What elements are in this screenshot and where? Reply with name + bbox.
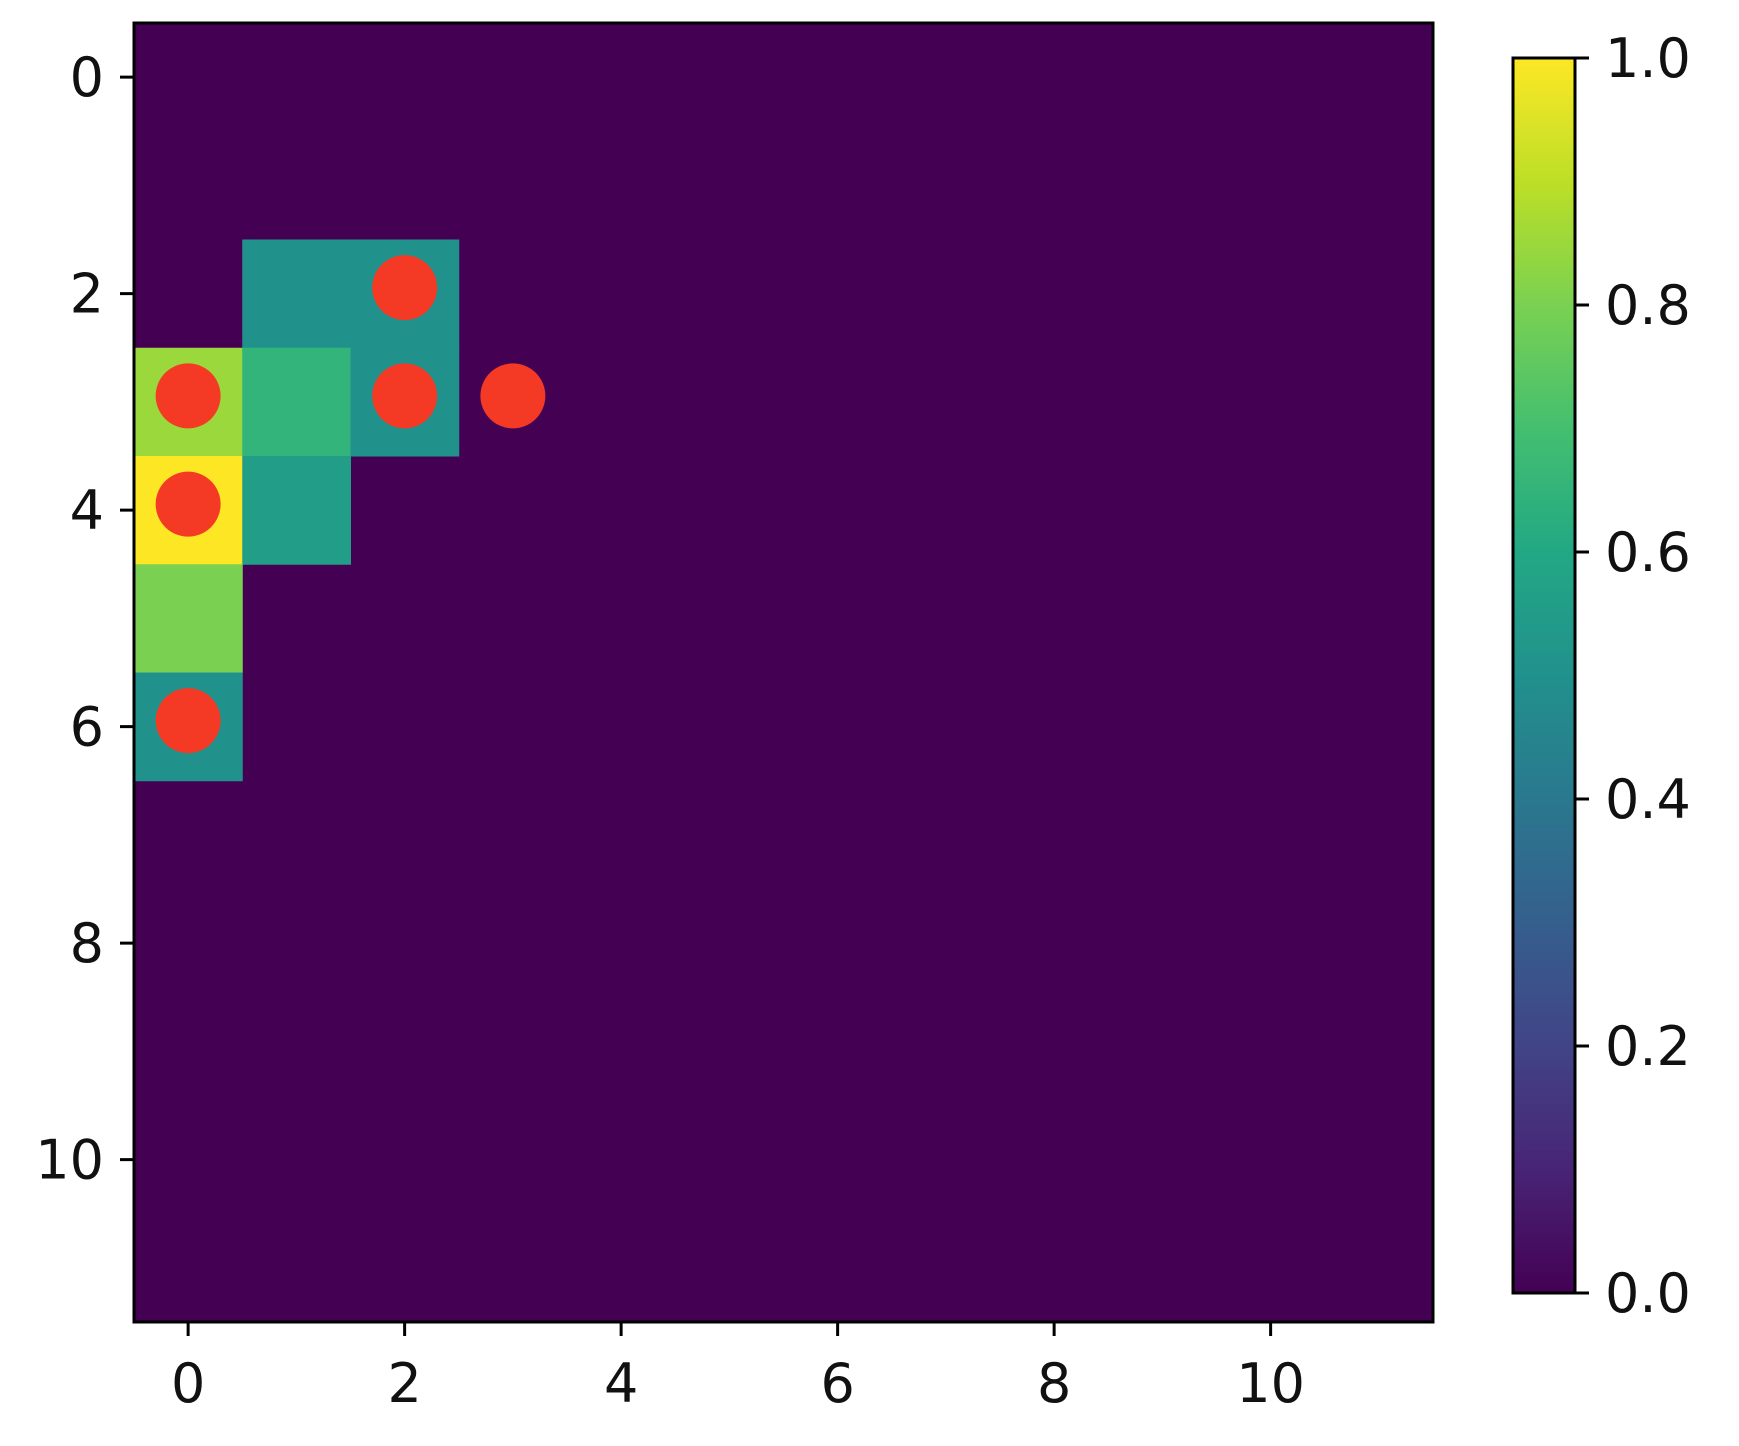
- colorbar-tick-label: 0.2: [1605, 1015, 1691, 1078]
- y-tick-label: 0: [70, 46, 104, 109]
- y-tick-label: 8: [70, 912, 104, 975]
- x-tick-label: 4: [604, 1352, 638, 1415]
- heatmap-cell-r3-c1: [242, 347, 351, 457]
- colorbar-axis: 0.0 0.2 0.4 0.6 0.8 1.0: [1575, 27, 1691, 1325]
- marker-r6-c0: [155, 688, 221, 754]
- marker-r3-c2: [372, 363, 438, 429]
- heatmap-cell-r5-c0: [134, 564, 243, 673]
- colorbar-tick-label: 1.0: [1605, 27, 1691, 90]
- colorbar-tick-label: 0.8: [1605, 274, 1691, 337]
- colorbar-tick-label: 0.0: [1605, 1262, 1691, 1325]
- marker-r4-c0: [155, 471, 221, 537]
- y-tick-label: 4: [70, 479, 104, 542]
- marker-points: [155, 255, 546, 754]
- colorbar-tick-label: 0.6: [1605, 521, 1691, 584]
- marker-r3-c3: [480, 363, 546, 429]
- heatmap-cell-r4-c1: [242, 456, 351, 565]
- x-tick-label: 6: [820, 1352, 854, 1415]
- y-tick-label: 2: [70, 263, 104, 326]
- x-tick-label: 0: [171, 1352, 205, 1415]
- y-tick-label: 10: [35, 1129, 104, 1192]
- plot-frame: [132, 21, 1435, 1324]
- heatmap-cells: [134, 23, 1433, 1322]
- x-tick-label: 10: [1236, 1352, 1305, 1415]
- heatmap-cell-r2-c1: [242, 239, 351, 349]
- x-tick-label: 8: [1037, 1352, 1071, 1415]
- heatmap-background: [134, 23, 1433, 1322]
- y-axis: 0 2 4 6 8 10: [35, 46, 134, 1192]
- colorbar-tick-label: 0.4: [1605, 768, 1691, 831]
- marker-r3-c0: [155, 363, 221, 429]
- marker-r2-c2: [372, 255, 438, 321]
- colorbar: [1513, 58, 1575, 1293]
- colorbar-frame: [1511, 56, 1577, 1295]
- y-tick-label: 6: [70, 696, 104, 759]
- x-axis: 0 2 4 6 8 10: [171, 1322, 1305, 1415]
- x-tick-label: 2: [387, 1352, 421, 1415]
